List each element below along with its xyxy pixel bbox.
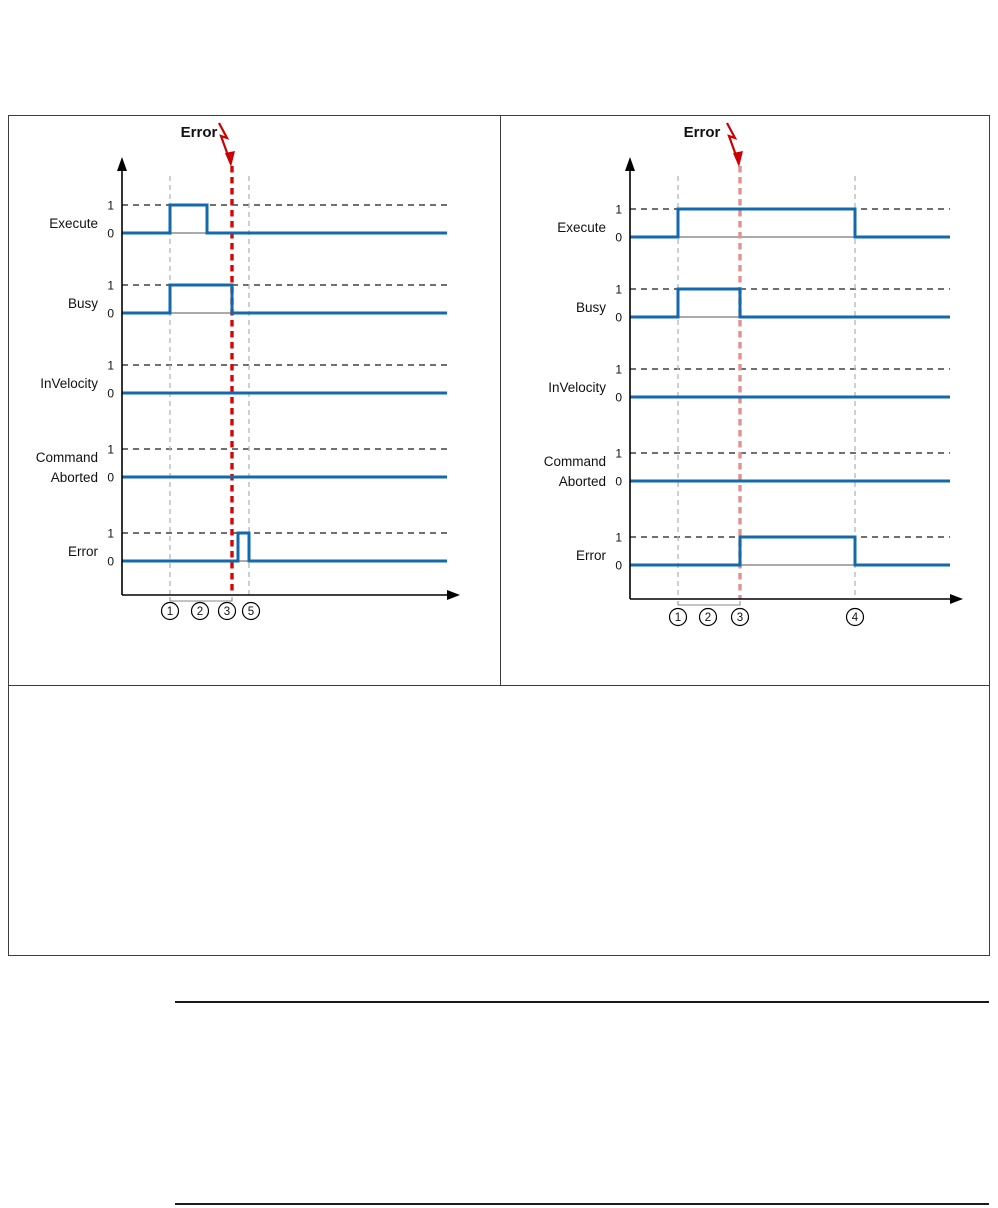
svg-text:0: 0 [615,231,622,245]
svg-text:Busy: Busy [68,296,98,311]
svg-text:Error: Error [68,544,99,559]
svg-text:2: 2 [197,606,203,618]
svg-text:0: 0 [107,471,114,485]
svg-text:0: 0 [615,391,622,405]
svg-text:1: 1 [107,279,114,293]
svg-text:1: 1 [615,203,622,217]
svg-text:3: 3 [224,606,230,618]
timing-diagram-right: Execute 1 0 Busy 1 0 InVelocity 1 0 Command Aborte… [544,122,963,627]
svg-text:Execute: Execute [557,220,606,235]
diagram-panel: Execute 1 0 Busy 1 0 InVelocity 1 0 Command Aborte… [8,115,990,956]
svg-text:Aborted: Aborted [559,474,606,489]
svg-text:0: 0 [107,227,114,241]
note-separator-top [175,1001,989,1003]
svg-text:Aborted: Aborted [51,470,98,485]
svg-text:0: 0 [107,307,114,321]
notes-panel [9,686,989,954]
svg-text:1: 1 [615,531,622,545]
svg-text:1: 1 [615,363,622,377]
svg-text:Error: Error [684,124,721,141]
svg-text:Command: Command [36,450,98,465]
svg-text:3: 3 [737,612,743,624]
svg-text:1: 1 [107,199,114,213]
svg-text:1: 1 [615,447,622,461]
svg-text:Busy: Busy [576,300,606,315]
svg-text:0: 0 [615,311,622,325]
svg-text:0: 0 [615,559,622,573]
timing-diagram-left: Execute 1 0 Busy 1 0 InVelocity 1 0 Command Aborte… [36,122,460,621]
svg-text:1: 1 [615,283,622,297]
svg-text:InVelocity: InVelocity [548,380,606,395]
svg-text:0: 0 [107,387,114,401]
svg-text:0: 0 [615,475,622,489]
svg-text:Error: Error [181,124,218,141]
svg-text:5: 5 [248,606,254,618]
svg-text:4: 4 [852,612,859,624]
panel-vertical-divider [500,116,501,685]
note-separator-bottom [175,1203,989,1205]
svg-text:1: 1 [675,612,681,624]
svg-text:Error: Error [576,548,607,563]
svg-text:1: 1 [107,359,114,373]
svg-text:Execute: Execute [49,216,98,231]
svg-text:1: 1 [167,606,173,618]
svg-text:InVelocity: InVelocity [40,376,98,391]
svg-text:1: 1 [107,443,114,457]
svg-text:1: 1 [107,527,114,541]
panel-horizontal-divider [9,685,989,686]
svg-text:Command: Command [544,454,606,469]
svg-text:0: 0 [107,555,114,569]
svg-text:2: 2 [705,612,711,624]
